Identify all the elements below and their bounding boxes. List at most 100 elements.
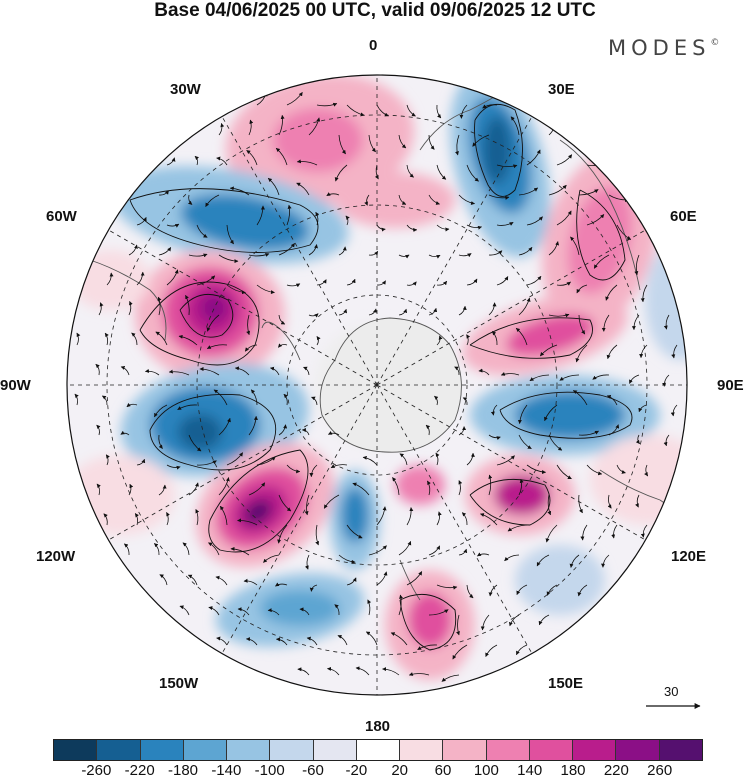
wind-arrow (580, 524, 588, 541)
wind-arrow (267, 608, 280, 616)
wind-arrow (166, 269, 179, 286)
wind-arrow (277, 524, 288, 544)
wind-arrow (616, 224, 632, 240)
wind-arrow (215, 575, 228, 586)
wind-arrow (245, 637, 258, 646)
wind-arrow (376, 224, 386, 232)
wind-arrow (452, 644, 468, 660)
wind-arrow (477, 552, 490, 557)
wind-arrow (518, 187, 539, 196)
wind-arrow (548, 313, 570, 318)
wind-arrow (158, 190, 169, 196)
wind-arrow (120, 366, 130, 376)
wind-arrow (428, 254, 441, 259)
wind-arrow (95, 363, 100, 376)
wind-arrow (101, 395, 108, 406)
wind-arrow (671, 344, 678, 359)
wind-arrow (508, 614, 520, 627)
wind-arrow (436, 280, 448, 286)
wind-arrow (237, 518, 258, 526)
lon-label-90e: 90E (717, 377, 744, 394)
wind-arrow (572, 390, 588, 406)
wind-arrow (663, 434, 670, 447)
wind-arrow (406, 507, 414, 526)
wind-arrow (136, 458, 146, 466)
wind-arrow (275, 147, 288, 166)
wind-arrow (286, 283, 301, 288)
wind-arrow (586, 464, 603, 476)
wind-arrow (309, 584, 318, 592)
colorbar-swatch (659, 740, 702, 760)
wind-arrow (480, 614, 490, 631)
wind-arrow (131, 332, 138, 346)
wind-arrow (517, 404, 528, 424)
wind-arrow (436, 335, 443, 346)
wind-arrow (490, 404, 498, 416)
wind-arrow (518, 434, 532, 450)
wind-arrow (399, 453, 408, 466)
colorbar-tick-label: 260 (647, 762, 673, 779)
wind-arrow (187, 574, 198, 586)
wind-arrow (662, 374, 670, 387)
wind-arrow (275, 582, 288, 587)
wind-arrow (196, 460, 217, 466)
wind-arrow (478, 368, 490, 376)
wind-arrow (504, 554, 520, 562)
wind-arrow (154, 404, 168, 418)
wind-arrow (297, 667, 310, 676)
wind-arrow (315, 211, 320, 226)
lon-label-30w: 30W (170, 81, 201, 98)
wind-arrow (234, 366, 250, 376)
wind-arrow (606, 344, 618, 360)
wind-arrow (278, 114, 285, 136)
colorbar-tick-label: -100 (254, 762, 285, 779)
wind-arrow (376, 280, 386, 286)
wind-arrow (327, 666, 340, 676)
wind-arrow (454, 366, 460, 376)
wind-arrow (368, 545, 387, 556)
wind-arrow (267, 177, 280, 196)
wind-arrow (376, 506, 387, 526)
wind-arrow (103, 513, 108, 526)
wind-arrow (168, 369, 190, 376)
wind-arrow (345, 215, 350, 226)
wind-arrow (154, 543, 160, 556)
lon-label-150e: 150E (548, 675, 584, 692)
wind-arrow (458, 548, 468, 556)
wind-arrow (256, 284, 275, 295)
wind-arrow (338, 246, 347, 256)
wind-arrow (526, 275, 542, 286)
wind-arrow (578, 430, 599, 436)
wind-arrow (166, 157, 176, 166)
wind-arrow (578, 314, 586, 335)
wind-arrow (226, 224, 234, 245)
colorbar-swatch (183, 740, 228, 760)
wind-arrow (507, 524, 528, 532)
lon-label-60w: 60W (46, 208, 77, 225)
lon-label-60e: 60E (670, 208, 697, 225)
polar-map (66, 74, 701, 709)
wind-arrow (390, 632, 408, 646)
wind-arrow (123, 543, 130, 556)
wind-arrow (208, 606, 220, 616)
wind-arrow (510, 116, 520, 136)
wind-arrow (516, 644, 528, 656)
wind-arrow (362, 455, 378, 466)
wind-arrow (480, 513, 498, 526)
colorbar-tick-label: 180 (560, 762, 586, 779)
wind-arrow (226, 452, 244, 466)
wind-arrow (296, 182, 310, 196)
wind-arrow (337, 634, 348, 646)
wind-arrow (270, 366, 280, 376)
wind-arrow (466, 334, 471, 346)
wind-arrow (556, 464, 572, 480)
colorbar-swatch (616, 740, 660, 760)
anomaly-field (67, 75, 687, 695)
wind-arrow (376, 104, 389, 117)
colorbar-swatch (140, 740, 184, 760)
wind-arrow (76, 332, 81, 346)
lon-label-120w: 120W (36, 548, 76, 565)
wind-arrow (639, 344, 648, 359)
wind-arrow (316, 336, 321, 346)
wind-arrow (206, 314, 220, 332)
